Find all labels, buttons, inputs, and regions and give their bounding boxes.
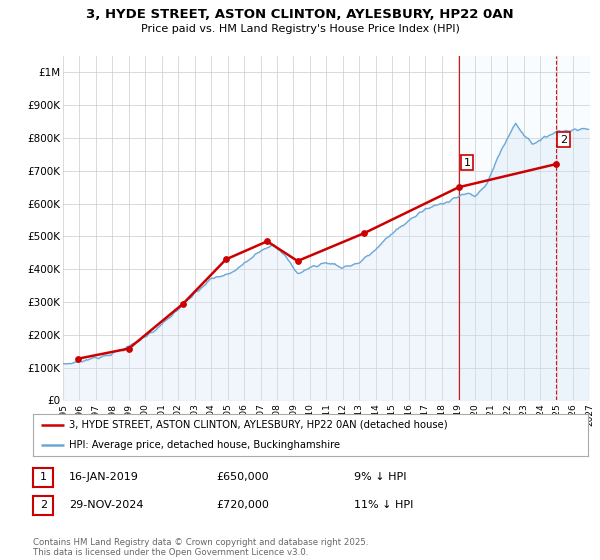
Point bbox=[551, 160, 560, 169]
Text: 1: 1 bbox=[40, 472, 47, 482]
Text: 1: 1 bbox=[463, 157, 470, 167]
Point bbox=[262, 237, 272, 246]
Point bbox=[124, 344, 134, 353]
Point bbox=[73, 354, 83, 363]
Text: 16-JAN-2019: 16-JAN-2019 bbox=[69, 472, 139, 482]
Bar bbox=[459, 56, 590, 400]
Point bbox=[221, 255, 231, 264]
Point bbox=[359, 228, 369, 237]
Text: HPI: Average price, detached house, Buckinghamshire: HPI: Average price, detached house, Buck… bbox=[69, 440, 340, 450]
Text: 2: 2 bbox=[40, 500, 47, 510]
Text: 9% ↓ HPI: 9% ↓ HPI bbox=[354, 472, 407, 482]
Text: £720,000: £720,000 bbox=[216, 500, 269, 510]
Text: Price paid vs. HM Land Registry's House Price Index (HPI): Price paid vs. HM Land Registry's House … bbox=[140, 24, 460, 34]
Text: £650,000: £650,000 bbox=[216, 472, 269, 482]
Text: 3, HYDE STREET, ASTON CLINTON, AYLESBURY, HP22 0AN (detached house): 3, HYDE STREET, ASTON CLINTON, AYLESBURY… bbox=[69, 420, 448, 430]
Text: 29-NOV-2024: 29-NOV-2024 bbox=[69, 500, 143, 510]
Text: 2: 2 bbox=[560, 134, 568, 144]
Text: 3, HYDE STREET, ASTON CLINTON, AYLESBURY, HP22 0AN: 3, HYDE STREET, ASTON CLINTON, AYLESBURY… bbox=[86, 8, 514, 21]
Text: 11% ↓ HPI: 11% ↓ HPI bbox=[354, 500, 413, 510]
Point bbox=[454, 183, 464, 192]
Text: Contains HM Land Registry data © Crown copyright and database right 2025.
This d: Contains HM Land Registry data © Crown c… bbox=[33, 538, 368, 557]
Point bbox=[293, 256, 302, 265]
Point bbox=[178, 299, 188, 308]
